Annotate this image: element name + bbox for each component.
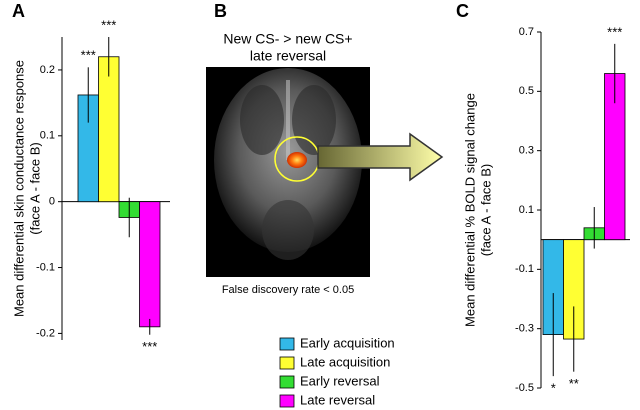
panel-label: A (12, 1, 25, 21)
image-title: late reversal (250, 48, 326, 64)
legend-swatch (279, 356, 295, 370)
panel-label: B (214, 1, 227, 21)
y-tick-label: 0.7 (519, 26, 534, 38)
significance-label: ** (569, 376, 579, 391)
panel-label: C (456, 1, 469, 21)
arrow (317, 132, 444, 182)
y-axis-label: (face A - face B) (27, 142, 42, 235)
y-axis-label: Mean differential % BOLD signal change (462, 93, 477, 327)
image-caption: False discovery rate < 0.05 (222, 284, 354, 296)
y-tick-label: 0 (49, 196, 55, 208)
significance-label: *** (81, 48, 96, 63)
significance-label: *** (607, 24, 622, 39)
bar (98, 56, 120, 203)
y-tick-label: -0.5 (515, 382, 534, 394)
y-tick-label: -0.1 (36, 261, 55, 273)
y-axis-label: Mean differential skin conductance respo… (11, 60, 26, 317)
y-tick-label: 0.1 (519, 204, 534, 216)
y-tick-label: -0.1 (515, 263, 534, 275)
legend-label: Early acquisition (300, 335, 395, 350)
y-tick-label: -0.3 (515, 323, 534, 335)
legend-label: Late reversal (300, 392, 375, 407)
brain-image (206, 67, 370, 277)
significance-label: *** (142, 339, 157, 354)
y-tick-label: 0.2 (40, 64, 55, 76)
legend-swatch (279, 375, 295, 389)
y-tick-label: 0.1 (40, 130, 55, 142)
legend-swatch (279, 337, 295, 351)
legend-label: Early reversal (300, 373, 380, 388)
significance-label: * (551, 381, 556, 396)
legend-swatch (279, 394, 295, 408)
legend-label: Late acquisition (300, 354, 390, 369)
bar (139, 201, 161, 328)
y-tick-label: 0.3 (519, 145, 534, 157)
y-axis-label: (face A - face B) (478, 164, 493, 257)
y-tick-label: 0.5 (519, 85, 534, 97)
significance-label: *** (101, 17, 116, 32)
y-tick-label: -0.2 (36, 327, 55, 339)
image-title: New CS- > new CS+ (223, 31, 352, 47)
